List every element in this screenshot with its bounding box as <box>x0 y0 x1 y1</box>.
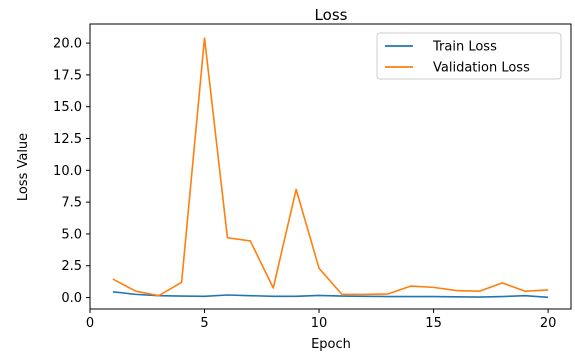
y-tick-label: 7.5 <box>61 196 82 211</box>
chart-title: Loss <box>315 6 348 24</box>
y-tick-label: 17.5 <box>53 68 82 83</box>
legend: Train Loss Validation Loss <box>376 32 562 80</box>
x-tick-label: 20 <box>540 316 557 331</box>
x-axis: 0 5 10 15 20 <box>86 309 557 331</box>
x-tick-label: 5 <box>200 316 208 331</box>
x-tick-label: 0 <box>86 316 94 331</box>
x-tick-label: 15 <box>425 316 442 331</box>
y-axis: 0.0 2.5 5.0 7.5 10.0 12.5 15.0 17.5 20.0 <box>53 37 90 306</box>
y-tick-label: 2.5 <box>61 259 82 274</box>
train-loss-line <box>112 291 549 299</box>
y-axis-label: Loss Value <box>16 133 31 201</box>
legend-label-validation-loss: Validation Loss <box>433 61 530 76</box>
y-tick-label: 0.0 <box>61 291 82 306</box>
y-tick-label: 12.5 <box>53 132 82 147</box>
plot-area-frame <box>89 23 572 310</box>
x-tick-label: 10 <box>311 316 328 331</box>
y-tick-label: 10.0 <box>53 164 82 179</box>
series-lines <box>112 37 549 299</box>
legend-label-train-loss: Train Loss <box>432 40 497 55</box>
validation-loss-line <box>112 37 549 297</box>
x-axis-label: Epoch <box>311 337 351 352</box>
y-tick-label: 5.0 <box>61 227 82 242</box>
y-tick-label: 20.0 <box>53 37 82 52</box>
legend-box <box>376 32 562 80</box>
y-tick-label: 15.0 <box>53 100 82 115</box>
